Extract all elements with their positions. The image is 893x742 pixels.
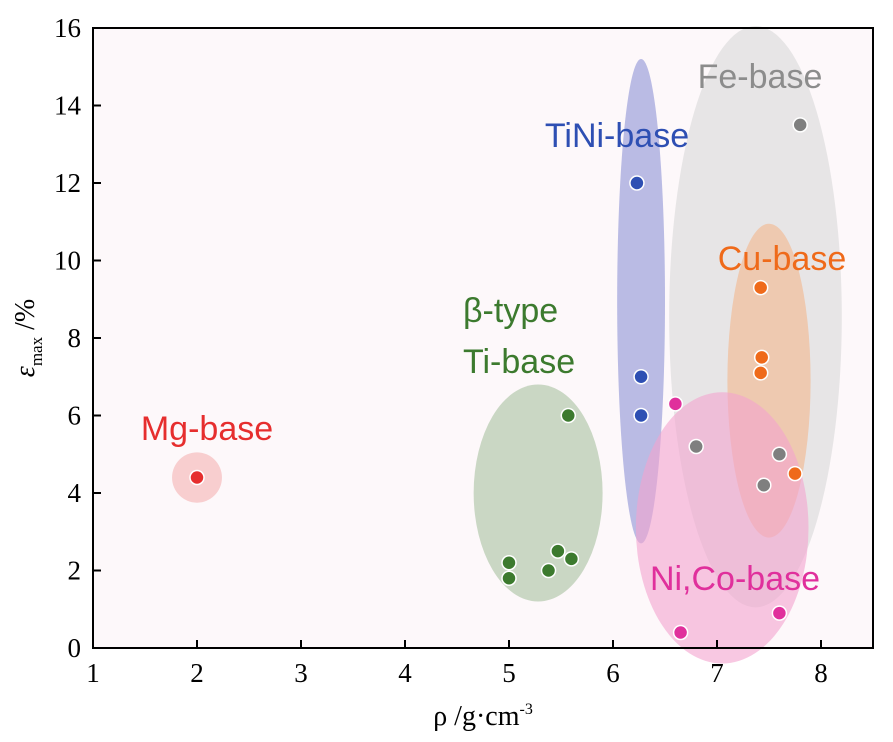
- y-tick-label: 6: [68, 401, 82, 431]
- group-regions: [172, 26, 842, 664]
- x-tick-label: 8: [814, 658, 828, 688]
- point-type-ti-base: [563, 551, 580, 567]
- label-ni-co-base: Ni,Co-base: [650, 560, 820, 598]
- point-tini-base: [633, 369, 649, 385]
- x-axis-label-superscript: -3: [519, 701, 532, 718]
- data-points: [189, 117, 808, 641]
- label-type-ti-base: Ti-base: [463, 343, 575, 381]
- point-fe-base: [688, 438, 704, 455]
- label-fe-base: Fe-base: [698, 58, 823, 96]
- point-fe-base: [756, 477, 772, 493]
- x-tick-label: 6: [606, 658, 620, 688]
- point-type-ti-base: [550, 543, 566, 559]
- y-tick-label: 2: [68, 556, 82, 586]
- x-tick-label: 2: [190, 658, 204, 688]
- point-type-ti-base: [501, 570, 517, 586]
- x-axis-label: ρ /g·cm-3: [433, 701, 533, 732]
- y-tick-label: 16: [54, 13, 81, 43]
- point-ni-co-base: [672, 624, 689, 641]
- point-mg-base: [189, 469, 205, 486]
- point-cu-base: [752, 279, 769, 296]
- x-tick-label: 1: [86, 658, 100, 688]
- point-type-ti-base: [540, 562, 557, 579]
- y-axis-label: εmax /%: [10, 299, 46, 377]
- y-tick-label: 8: [68, 323, 82, 353]
- label-type-ti-base: β-type: [463, 292, 558, 330]
- y-tick-label: 14: [54, 91, 82, 121]
- point-cu-base: [787, 465, 803, 482]
- point-cu-base: [752, 365, 769, 381]
- region-type-ti-base: [473, 384, 603, 602]
- label-mg-base: Mg-base: [141, 410, 273, 448]
- region-tini-base: [617, 59, 666, 544]
- point-ni-co-base: [771, 605, 788, 621]
- point-fe-base: [792, 117, 808, 133]
- point-cu-base: [753, 349, 770, 366]
- point-type-ti-base: [560, 407, 577, 424]
- y-axis-label-subscript: max: [27, 336, 46, 366]
- y-axis-ticks: 0 2 4 6 8 10 12 14 16: [54, 13, 101, 663]
- label-tini-base: TiNi-base: [545, 117, 689, 155]
- x-axis-label-main: ρ /g·cm: [433, 701, 520, 732]
- region-ni-co-base: [635, 392, 809, 664]
- x-tick-label: 5: [502, 658, 516, 688]
- y-axis-label-unit: /%: [10, 299, 41, 337]
- point-type-ti-base: [501, 555, 517, 571]
- point-tini-base: [633, 407, 649, 424]
- x-tick-label: 4: [398, 658, 412, 688]
- y-tick-label: 4: [68, 478, 82, 508]
- y-tick-label: 0: [68, 633, 82, 663]
- x-axis-ticks: 1 2 3 4 5 6 7 8: [86, 640, 828, 688]
- point-fe-base: [771, 446, 788, 462]
- x-tick-label: 3: [294, 658, 308, 688]
- y-tick-label: 10: [54, 246, 81, 276]
- x-tick-label: 7: [710, 658, 724, 688]
- point-tini-base: [629, 175, 645, 191]
- y-tick-label: 12: [54, 168, 81, 198]
- point-ni-co-base: [667, 396, 684, 412]
- y-axis-label-symbol: ε: [10, 366, 41, 377]
- label-cu-base: Cu-base: [718, 240, 847, 278]
